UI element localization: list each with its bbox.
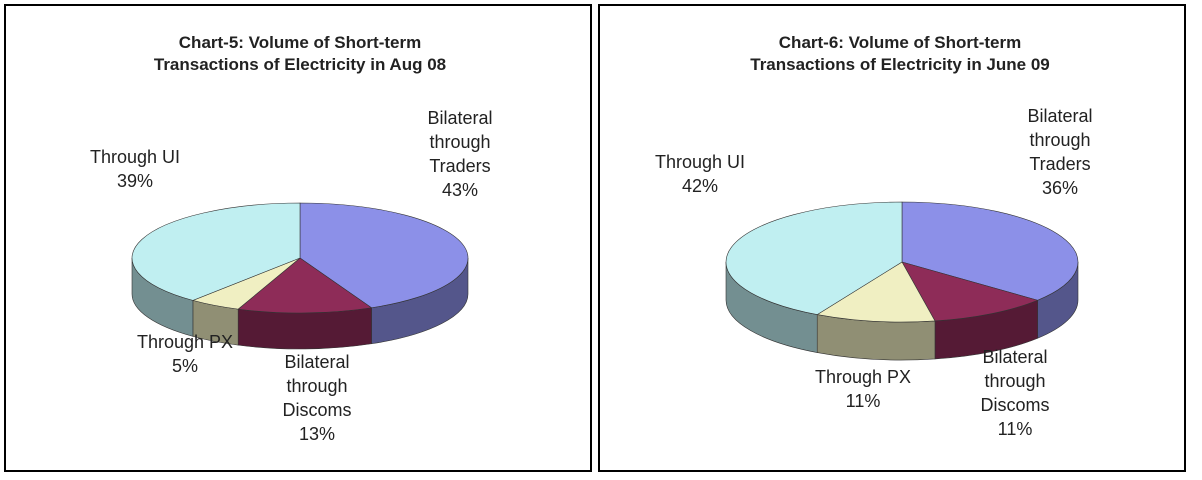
pie-slice <box>299 202 469 309</box>
value-label: 11% <box>997 419 1033 439</box>
pie-slice <box>901 261 1039 322</box>
slice-label: Bilateral through Traders 36% <box>1005 104 1115 200</box>
value-label: 36% <box>1041 178 1079 198</box>
value-label: 39% <box>116 171 154 191</box>
value-label: 13% <box>298 424 336 444</box>
slice-label: Through PX 11% <box>808 365 918 413</box>
slice-label: Through PX 5% <box>130 330 240 378</box>
chart-frame <box>598 4 1186 472</box>
value-label: 42% <box>681 176 719 196</box>
category-label: Through UI <box>654 152 746 172</box>
value-label: 5% <box>171 356 198 376</box>
category-label: Through PX <box>136 332 234 352</box>
pie-slice <box>131 202 301 301</box>
category-label: Bilateral through Discoms <box>980 347 1050 415</box>
slice-label: Bilateral through Traders 43% <box>405 106 515 202</box>
slice-label: Through UI 39% <box>80 145 190 193</box>
category-label: Bilateral through Discoms <box>282 352 352 420</box>
chart-title: Chart-5: Volume of Short-term Transactio… <box>153 33 447 74</box>
pie-slice <box>237 257 373 314</box>
pie-slice <box>816 261 936 323</box>
value-label: 43% <box>441 180 479 200</box>
slice-label: Bilateral through Discoms 13% <box>262 350 372 446</box>
category-label: Bilateral through Traders <box>1027 106 1093 174</box>
slice-label: Bilateral through Discoms 11% <box>960 345 1070 441</box>
slice-label: Through UI 42% <box>645 150 755 198</box>
category-label: Through PX <box>814 367 912 387</box>
chart-frame <box>4 4 592 472</box>
value-label: 11% <box>845 391 881 411</box>
pie-slice <box>725 201 903 315</box>
category-label: Through UI <box>89 147 181 167</box>
category-label: Bilateral through Traders <box>427 108 493 176</box>
chart-title: Chart-6: Volume of Short-term Transactio… <box>750 33 1050 74</box>
slice-side <box>237 307 372 350</box>
pie-slice <box>901 201 1079 301</box>
